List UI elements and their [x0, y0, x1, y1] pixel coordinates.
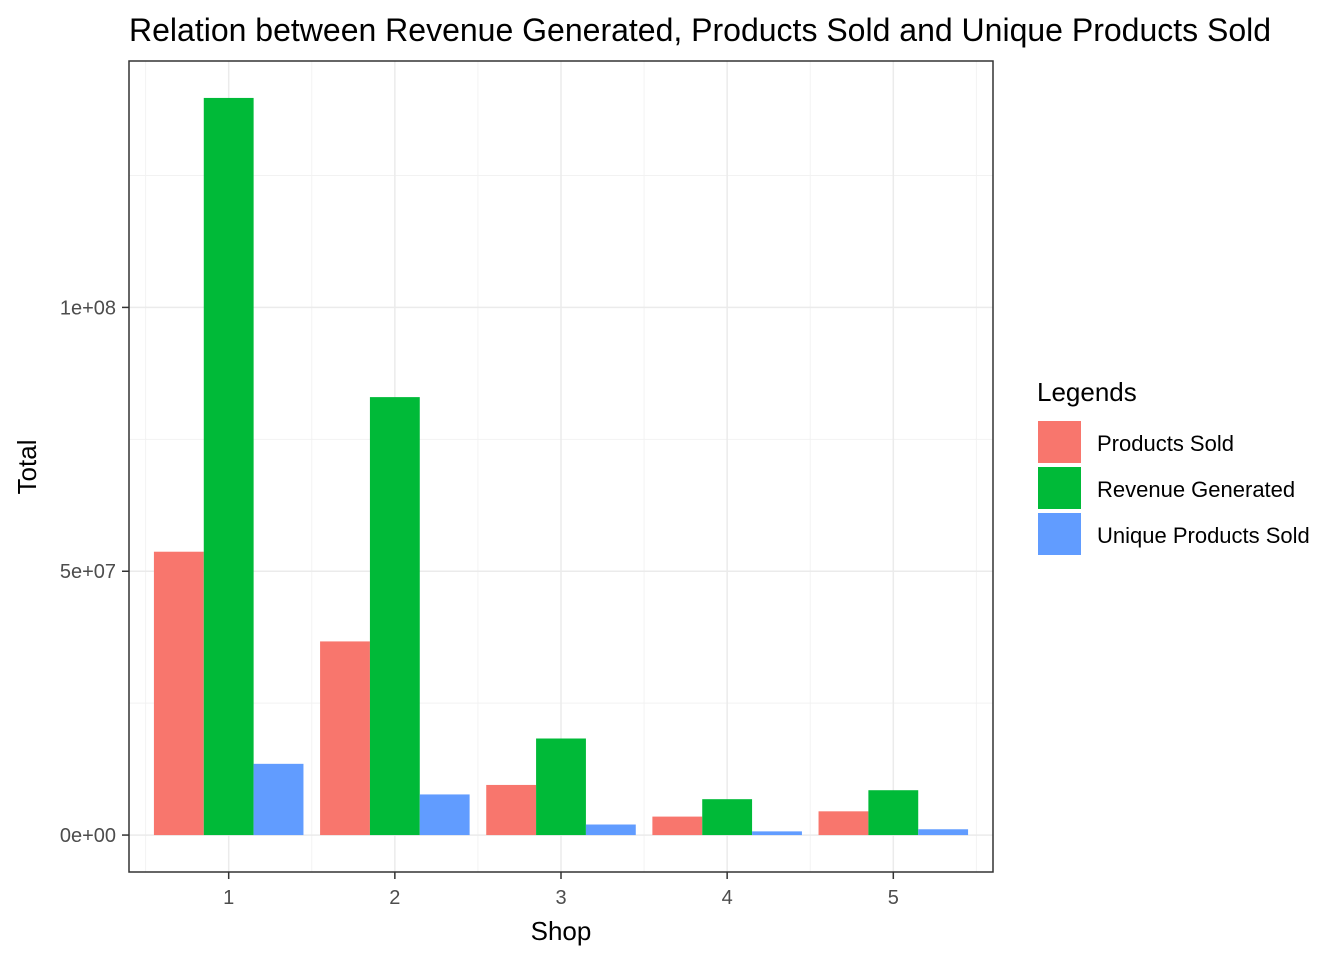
legend-swatch [1038, 513, 1081, 555]
chart-title: Relation between Revenue Generated, Prod… [129, 12, 1271, 48]
bar [369, 397, 420, 836]
x-tick-label: 5 [888, 887, 899, 909]
bar [702, 799, 753, 836]
legend: Legends Products Sold Revenue Generated Un… [1037, 377, 1310, 555]
x-tick-label: 4 [722, 887, 733, 909]
bar [486, 784, 537, 836]
legend-swatch [1038, 421, 1081, 463]
bar [419, 794, 470, 836]
y-tick-label: 1e+08 [60, 297, 116, 319]
x-tick-label: 1 [223, 887, 234, 909]
legend-label: Revenue Generated [1097, 477, 1295, 502]
legend-swatch [1038, 467, 1081, 509]
x-tick-label: 3 [555, 887, 566, 909]
y-axis: 0e+00 5e+07 1e+08 [60, 297, 129, 847]
bar [652, 816, 703, 836]
bar [585, 824, 636, 836]
bar [818, 811, 869, 836]
y-axis-title: Total [12, 440, 42, 495]
bar [203, 97, 254, 836]
bar [153, 551, 204, 836]
minor-gridlines [129, 61, 993, 872]
bar [536, 738, 586, 836]
x-tick-label: 2 [389, 887, 400, 909]
bar [918, 829, 969, 836]
bar [752, 831, 802, 836]
x-axis-title: Shop [531, 916, 592, 946]
bar [868, 790, 919, 836]
x-axis: 1 2 3 4 5 [223, 872, 899, 909]
legend-label: Unique Products Sold [1097, 523, 1310, 548]
bar [253, 763, 304, 836]
bars [153, 97, 969, 836]
y-tick-label: 0e+00 [60, 825, 116, 847]
legend-label: Products Sold [1097, 431, 1234, 456]
legend-title: Legends [1037, 377, 1137, 407]
y-tick-label: 5e+07 [60, 561, 116, 583]
bar [320, 641, 370, 836]
